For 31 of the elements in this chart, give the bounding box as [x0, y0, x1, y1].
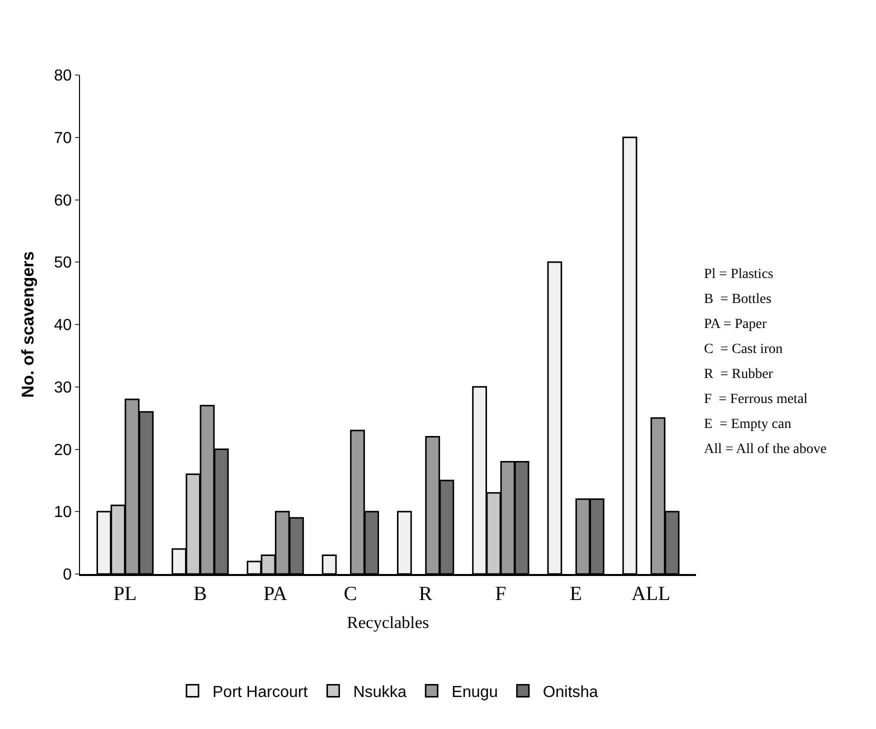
x-tick-label: E	[570, 583, 582, 605]
x-tick-label: ALL	[631, 583, 670, 605]
text: Pl = Plastics	[704, 267, 774, 282]
x-tick-label: C	[344, 583, 358, 605]
y-tick-label: 30	[54, 379, 72, 396]
y-axis-title: No. of scavengers	[18, 251, 38, 398]
x-tick-label: PL	[113, 583, 137, 605]
y-tick-label: 50	[54, 254, 72, 272]
y-tick-label: 20	[54, 442, 72, 459]
legend-label: Onitsha	[542, 684, 598, 701]
text: F = Ferrous metal	[704, 392, 808, 407]
y-tick-label: 0	[62, 566, 72, 584]
legend-label: Enugu	[452, 684, 498, 701]
y-tick-label: 60	[54, 192, 72, 210]
text: B = Bottles	[704, 292, 772, 307]
x-tick-label: R	[418, 583, 433, 605]
text: PA = Paper	[704, 317, 767, 332]
y-tick-label: 10	[54, 504, 72, 522]
legend-label: Nsukka	[353, 684, 407, 701]
y-tick-label: 40	[54, 317, 72, 334]
text: All = All of the above	[704, 442, 827, 457]
x-axis-title: Recyclables	[346, 612, 430, 632]
x-tick-label: B	[194, 583, 207, 605]
x-tick-label: F	[495, 583, 506, 605]
text: E = Empty can	[704, 417, 792, 432]
y-tick-label: 70	[54, 130, 72, 147]
x-tick-label: PA	[263, 583, 288, 605]
text: C = Cast iron	[704, 342, 783, 357]
text: R = Rubber	[704, 367, 774, 382]
y-tick-label: 80	[54, 68, 72, 85]
legend-label: Port Harcourt	[212, 684, 308, 701]
